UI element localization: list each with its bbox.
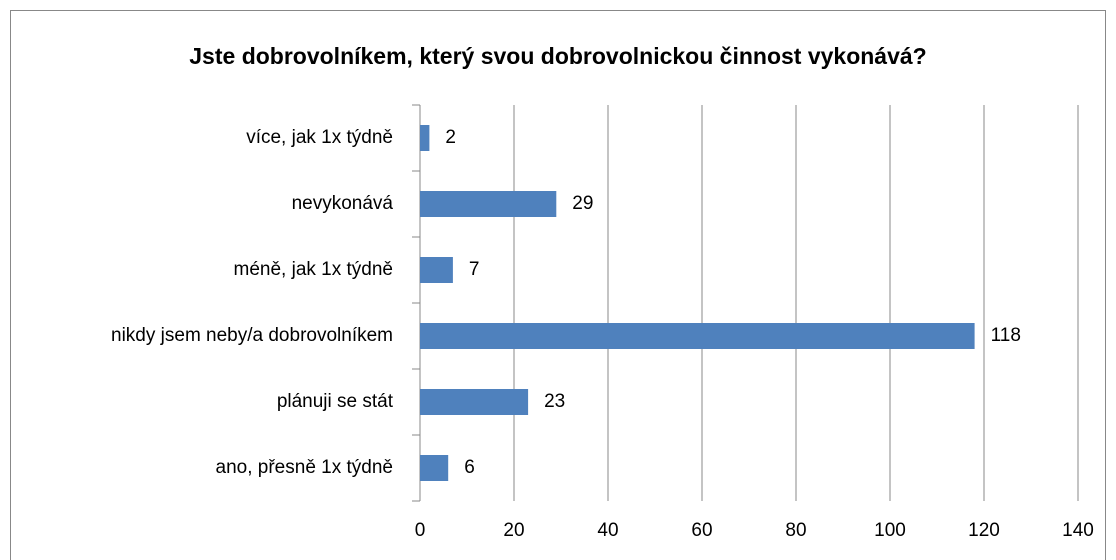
data-label: 23 — [544, 391, 565, 412]
y-tick-label: plánuji se stát — [277, 391, 394, 412]
data-label: 118 — [991, 325, 1021, 346]
y-tick-label: nikdy jsem neby/a dobrovolníkem — [111, 325, 393, 346]
bar — [420, 389, 529, 415]
data-label: 7 — [469, 259, 480, 280]
data-label: 29 — [572, 193, 593, 214]
x-tick-label: 140 — [1062, 520, 1094, 541]
y-tick-label: ano, přesně 1x týdně — [216, 457, 393, 478]
bar — [420, 191, 557, 217]
bar — [420, 125, 430, 151]
data-label: 6 — [464, 457, 475, 478]
x-tick-label: 20 — [503, 520, 524, 541]
x-tick-label: 40 — [597, 520, 618, 541]
x-tick-label: 60 — [691, 520, 712, 541]
data-label: 2 — [445, 127, 456, 148]
bar — [420, 323, 975, 349]
y-tick-label: méně, jak 1x týdně — [234, 259, 393, 280]
bar — [420, 455, 449, 481]
x-tick-label: 0 — [415, 520, 426, 541]
x-tick-label: 120 — [968, 520, 1000, 541]
chart-title: Jste dobrovolníkem, který svou dobrovoln… — [189, 43, 926, 69]
bar — [420, 257, 453, 283]
x-tick-label: 100 — [874, 520, 906, 541]
y-tick-label: více, jak 1x týdně — [246, 127, 393, 148]
chart-frame — [10, 10, 1106, 560]
y-tick-label: nevykonává — [292, 193, 394, 214]
x-tick-label: 80 — [785, 520, 806, 541]
